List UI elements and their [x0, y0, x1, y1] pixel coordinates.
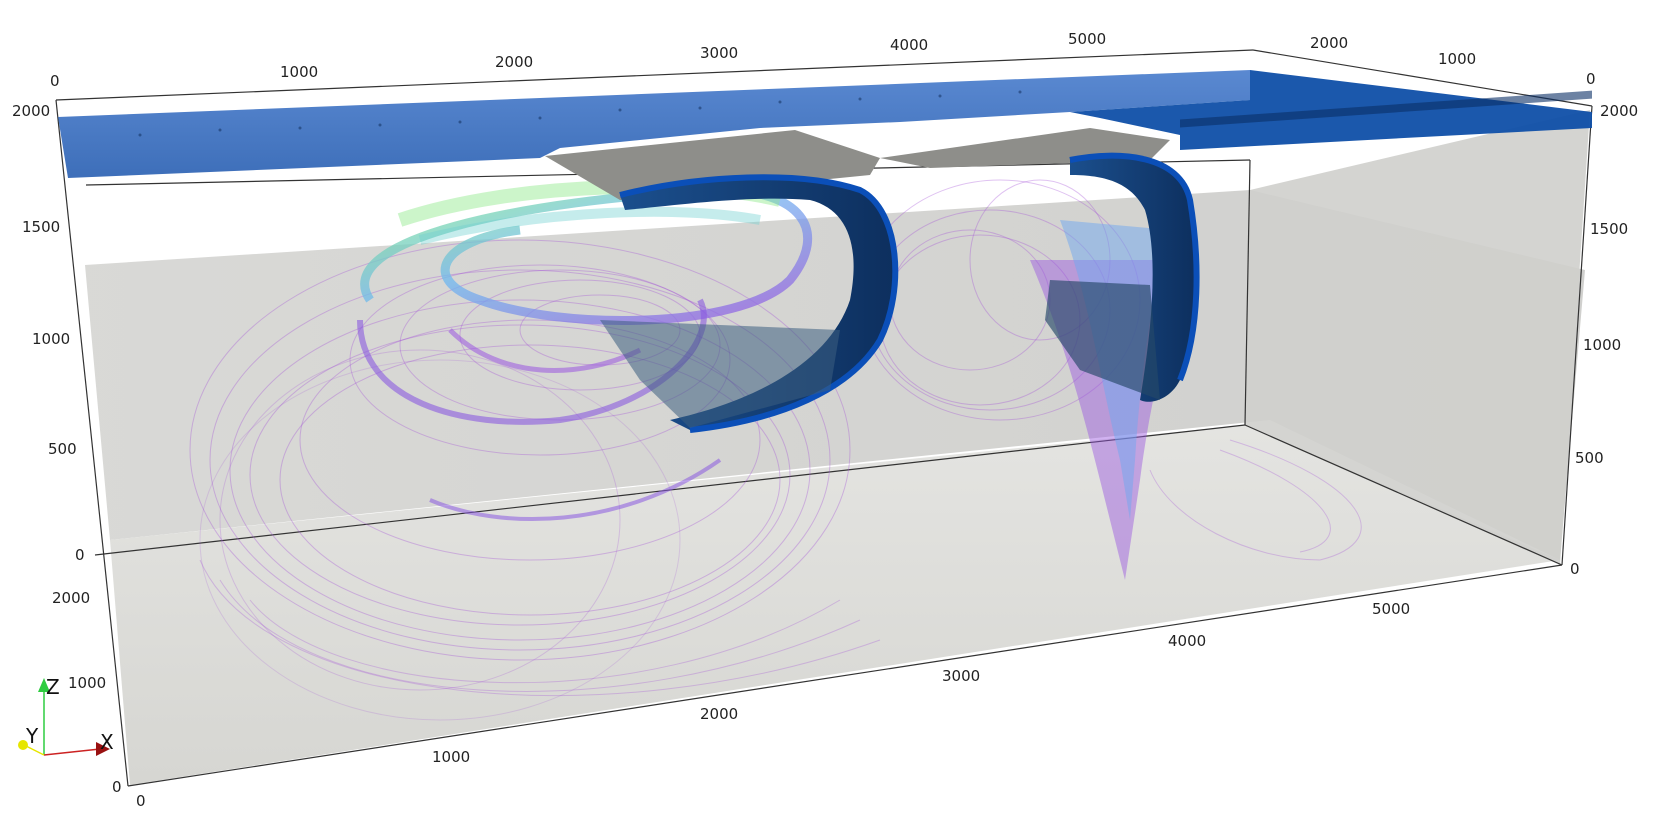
- bottom-y-tick-label: 2000: [52, 589, 90, 607]
- top-axis: 0 1000 2000 3000 4000 5000: [50, 30, 1106, 90]
- top-tick-label: 2000: [495, 53, 533, 71]
- left-z-tick-label: 1000: [32, 330, 70, 348]
- right-z-tick-label: 0: [1570, 560, 1580, 578]
- y-arrow-icon: [18, 740, 28, 750]
- water-surface: [58, 70, 1592, 178]
- top-tick-label: 5000: [1068, 30, 1106, 48]
- left-z-tick-label: 1500: [22, 218, 60, 236]
- right-z-tick-label: 2000: [1600, 102, 1638, 120]
- left-z-axis: 2000 1500 1000 500 0: [12, 102, 85, 564]
- subducting-plate-right: [880, 128, 1200, 402]
- right-z-tick-label: 500: [1575, 449, 1604, 467]
- x-arrow-icon: [96, 742, 110, 756]
- z-arrow-icon: [38, 678, 50, 692]
- streamlines-purple: [189, 179, 1362, 721]
- bottom-x-axis: 0 1000 2000 3000 4000 5000: [136, 600, 1410, 810]
- plate-curl-right: [1070, 155, 1197, 402]
- orientation-axes: Z Y X: [18, 675, 114, 756]
- top-tick-label: 4000: [890, 36, 928, 54]
- y-axis-label: Y: [25, 724, 39, 748]
- z-axis-label: Z: [46, 675, 60, 699]
- right-z-axis: 2000 1500 1000 500 0: [1570, 102, 1638, 578]
- x-axis-label: X: [100, 730, 114, 754]
- plate-top-left: [545, 130, 880, 200]
- bottom-x-tick-label: 4000: [1168, 632, 1206, 650]
- right-z-tick-label: 1500: [1590, 220, 1628, 238]
- water-stripe-dark: [1180, 90, 1592, 128]
- top-tick-label: 3000: [700, 44, 738, 62]
- right-z-tick-label: 1000: [1583, 336, 1621, 354]
- left-z-tick-label: 2000: [12, 102, 50, 120]
- top-right-tick-label: 2000: [1310, 34, 1348, 52]
- top-right-axis: 2000 1000 0: [1310, 34, 1596, 88]
- bottom-x-tick-label: 1000: [432, 748, 470, 766]
- left-z-tick-label: 500: [48, 440, 77, 458]
- right-wall: [1245, 110, 1590, 565]
- bottom-x-tick-label: 3000: [942, 667, 980, 685]
- bottom-x-tick-label: 0: [136, 792, 146, 810]
- top-right-tick-label: 0: [1586, 70, 1596, 88]
- top-right-tick-label: 1000: [1438, 50, 1476, 68]
- plate-underside-right: [1045, 280, 1160, 400]
- bottom-x-tick-label: 5000: [1372, 600, 1410, 618]
- water-slab-left: [58, 70, 1250, 178]
- subducting-plate-left: [545, 130, 899, 433]
- water-speckle: [138, 90, 1022, 137]
- top-tick-label: 1000: [280, 63, 318, 81]
- bottom-x-tick-label: 2000: [700, 705, 738, 723]
- bottom-y-axis: 2000 1000 0: [52, 589, 122, 796]
- plate-underside-left: [600, 320, 840, 428]
- top-tick-label: 0: [50, 72, 60, 90]
- left-z-tick-label: 0: [75, 546, 85, 564]
- bottom-y-tick-label: 0: [112, 778, 122, 796]
- bottom-y-tick-label: 1000: [68, 674, 106, 692]
